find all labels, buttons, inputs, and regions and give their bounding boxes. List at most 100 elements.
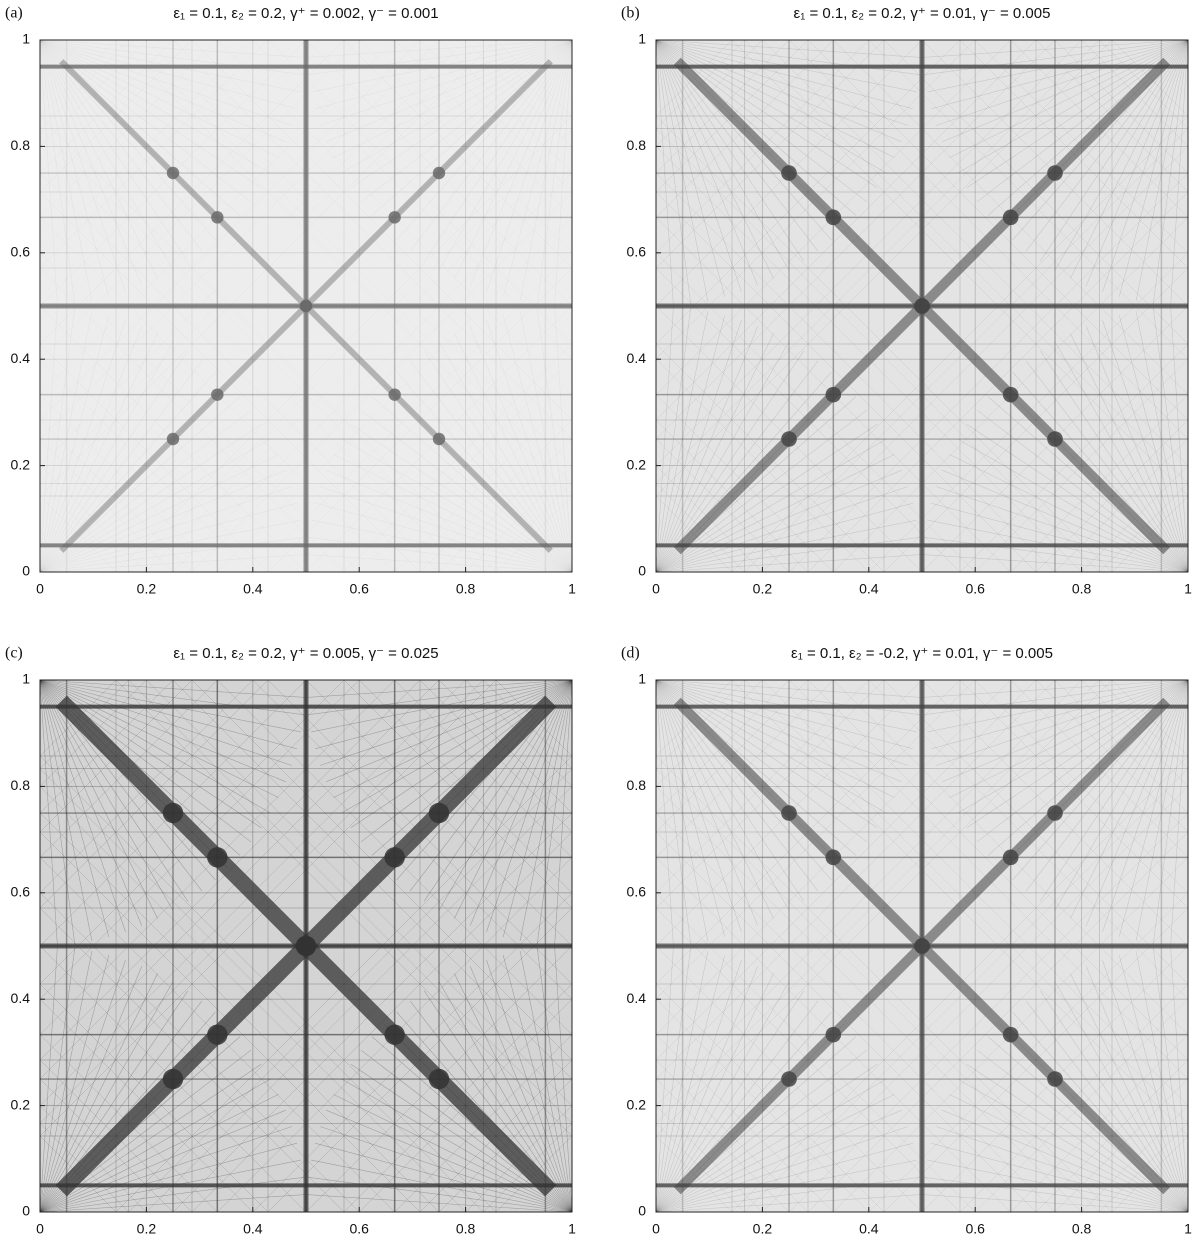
x-tick-label: 0: [652, 1221, 660, 1237]
x-tick-label: 0.4: [859, 581, 879, 597]
x-tick-label: 0: [36, 1221, 44, 1237]
y-tick-label: 1: [22, 31, 30, 47]
x-tick-label: 0.6: [349, 581, 369, 597]
y-tick-label: 0.2: [627, 1096, 647, 1112]
x-tick-label: 0.2: [753, 1221, 773, 1237]
resonance-node: [211, 388, 223, 400]
resonance-node: [167, 167, 179, 179]
y-tick-label: 0: [638, 563, 646, 579]
y-tick-label: 0.4: [11, 990, 31, 1006]
y-tick-label: 0.8: [627, 777, 647, 793]
panel-label: (d): [621, 645, 640, 662]
y-tick-label: 0: [22, 563, 30, 579]
resonance-node: [826, 387, 842, 403]
x-tick-label: 1: [1184, 1221, 1192, 1237]
x-tick-label: 0.4: [859, 1221, 879, 1237]
x-tick-label: 0.8: [1072, 581, 1092, 597]
resonance-node: [781, 431, 797, 447]
resonance-node: [163, 803, 183, 823]
panel-label: (c): [5, 645, 23, 662]
plot-area: [40, 680, 572, 1212]
y-tick-label: 0: [638, 1203, 646, 1219]
x-tick-label: 0.4: [243, 581, 263, 597]
y-tick-label: 1: [638, 671, 646, 687]
x-tick-label: 0.6: [965, 1221, 985, 1237]
chart-title: ε₁ = 0.1, ε₂ = -0.2, γ⁺ = 0.01, γ⁻ = 0.0…: [791, 645, 1053, 662]
figure: (a) ε₁ = 0.1, ε₂ = 0.2, γ⁺ = 0.002, γ⁻ = …: [0, 0, 1203, 1241]
x-tick-label: 0.6: [965, 581, 985, 597]
resonance-node: [826, 850, 842, 866]
y-tick-label: 0.6: [627, 884, 647, 900]
panel: (b) ε₁ = 0.1, ε₂ = 0.2, γ⁺ = 0.01, γ⁻ = 0…: [621, 5, 1192, 597]
resonance-node: [384, 847, 404, 867]
x-tick-label: 0.2: [137, 581, 157, 597]
resonance-node: [429, 1069, 449, 1089]
plot-area: [656, 40, 1188, 572]
resonance-node: [211, 211, 223, 223]
resonance-node: [1003, 387, 1019, 403]
y-tick-label: 0.6: [627, 244, 647, 260]
resonance-node: [433, 433, 445, 445]
resonance-node: [167, 433, 179, 445]
resonance-node: [914, 938, 930, 954]
x-tick-label: 0.8: [1072, 1221, 1092, 1237]
resonance-node: [384, 1024, 404, 1044]
resonance-node: [163, 1069, 183, 1089]
resonance-node: [388, 388, 400, 400]
y-tick-label: 0.8: [11, 137, 31, 153]
resonance-node: [1047, 805, 1063, 821]
x-tick-label: 0: [652, 581, 660, 597]
y-tick-label: 1: [22, 671, 30, 687]
x-tick-label: 0.2: [753, 581, 773, 597]
panel: (d) ε₁ = 0.1, ε₂ = -0.2, γ⁺ = 0.01, γ⁻ = …: [621, 645, 1192, 1237]
resonance-node: [429, 803, 449, 823]
y-tick-label: 0.8: [627, 137, 647, 153]
resonance-node: [914, 298, 930, 314]
resonance-node: [1003, 210, 1019, 226]
panel: (c) ε₁ = 0.1, ε₂ = 0.2, γ⁺ = 0.005, γ⁻ = …: [5, 645, 576, 1237]
resonance-node: [826, 1027, 842, 1043]
resonance-node: [1047, 1071, 1063, 1087]
y-tick-label: 0: [22, 1203, 30, 1219]
y-tick-label: 0.2: [11, 456, 31, 472]
resonance-node: [781, 805, 797, 821]
resonance-node: [296, 936, 316, 956]
resonance-node: [1003, 850, 1019, 866]
x-tick-label: 0.4: [243, 1221, 263, 1237]
y-tick-label: 0.2: [11, 1096, 31, 1112]
x-tick-label: 0: [36, 581, 44, 597]
chart-title: ε₁ = 0.1, ε₂ = 0.2, γ⁺ = 0.01, γ⁻ = 0.00…: [794, 5, 1051, 22]
y-tick-label: 0.6: [11, 244, 31, 260]
panel: (a) ε₁ = 0.1, ε₂ = 0.2, γ⁺ = 0.002, γ⁻ = …: [5, 5, 576, 597]
resonance-node: [207, 847, 227, 867]
y-tick-label: 0.6: [11, 884, 31, 900]
resonance-node: [781, 1071, 797, 1087]
y-tick-label: 0.4: [627, 990, 647, 1006]
y-tick-label: 0.4: [627, 350, 647, 366]
x-tick-label: 0.8: [456, 581, 476, 597]
resonance-node: [781, 165, 797, 181]
y-tick-label: 0.8: [11, 777, 31, 793]
y-tick-label: 0.4: [11, 350, 31, 366]
resonance-node: [433, 167, 445, 179]
resonance-node: [207, 1024, 227, 1044]
plot-area: [40, 40, 572, 572]
x-tick-label: 1: [568, 1221, 576, 1237]
plot-area: [656, 680, 1188, 1212]
x-tick-label: 0.8: [456, 1221, 476, 1237]
resonance-node: [300, 300, 312, 312]
chart-title: ε₁ = 0.1, ε₂ = 0.2, γ⁺ = 0.002, γ⁻ = 0.0…: [173, 5, 438, 22]
chart-title: ε₁ = 0.1, ε₂ = 0.2, γ⁺ = 0.005, γ⁻ = 0.0…: [173, 645, 438, 662]
resonance-node: [1047, 431, 1063, 447]
resonance-node: [1047, 165, 1063, 181]
y-tick-label: 1: [638, 31, 646, 47]
x-tick-label: 0.6: [349, 1221, 369, 1237]
resonance-node: [388, 211, 400, 223]
x-tick-label: 1: [1184, 581, 1192, 597]
resonance-node: [826, 210, 842, 226]
panel-label: (a): [5, 5, 23, 22]
x-tick-label: 1: [568, 581, 576, 597]
panel-label: (b): [621, 5, 640, 22]
x-tick-label: 0.2: [137, 1221, 157, 1237]
resonance-node: [1003, 1027, 1019, 1043]
